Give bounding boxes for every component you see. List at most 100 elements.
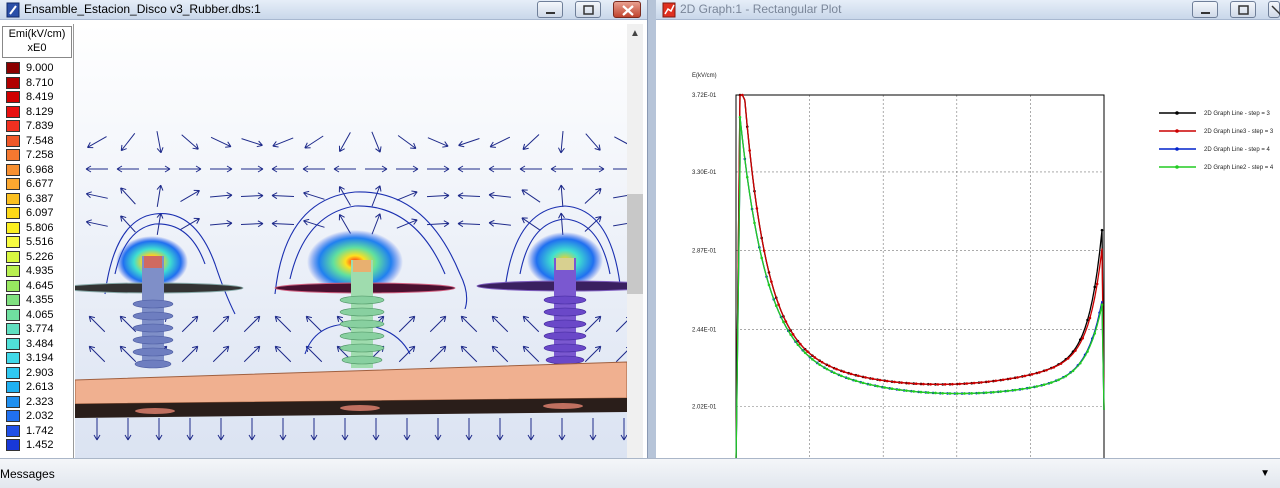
field-vector-arrow	[304, 135, 324, 149]
legend-marker	[1175, 165, 1179, 169]
y-tick-label: 2.87E-01	[692, 249, 717, 255]
close-button[interactable]	[613, 1, 641, 18]
dropdown-arrow-icon[interactable]: ▼	[1260, 468, 1270, 479]
legend-item: 5.226	[6, 250, 72, 265]
series-point	[1021, 387, 1024, 391]
series-point	[774, 304, 778, 308]
legend-item: 8.129	[6, 105, 72, 120]
field-vector-arrow	[305, 315, 323, 333]
legend-item: 3.194	[6, 351, 72, 366]
field-vector-arrow	[243, 345, 261, 363]
field-vector-arrow	[585, 133, 601, 151]
base-plate	[75, 361, 627, 418]
graph-icon	[662, 2, 676, 18]
legend-value: 8.129	[26, 105, 54, 118]
legend-series-label: 2D Graph Line - step = 4	[1204, 147, 1271, 153]
legend-item: 2.032	[6, 409, 72, 424]
series-point	[738, 115, 742, 119]
field-vector-arrow	[179, 165, 202, 173]
field-vector-arrow	[181, 315, 199, 333]
right-window-titlebar[interactable]: 2D Graph:1 - Rectangular Plot	[656, 0, 1280, 20]
series-point	[840, 374, 843, 378]
plot-grid	[736, 94, 1104, 458]
field-vector-arrow	[457, 165, 480, 173]
scrollbar-thumb[interactable]	[627, 194, 643, 294]
field-vector-arrow	[465, 418, 473, 441]
series-point	[869, 383, 872, 386]
series-point	[977, 391, 981, 395]
series-line	[735, 117, 1105, 458]
series-point	[1050, 381, 1053, 384]
field-vector-arrow	[124, 418, 132, 441]
graph-maximize-button[interactable]	[1230, 1, 1256, 18]
field-vector-arrow	[519, 165, 542, 173]
legend-item: 5.516	[6, 235, 72, 250]
legend-swatch	[6, 265, 20, 277]
scroll-up-arrow-icon[interactable]: ▲	[630, 28, 640, 39]
y-tick-label: 3.30E-01	[692, 170, 717, 176]
field-plot-window: Ensamble_Estacion_Disco v3_Rubber.dbs:1 …	[0, 0, 648, 458]
field-vector-arrow	[489, 136, 511, 148]
field-vector-arrow	[396, 218, 418, 229]
legend-value: 7.548	[26, 134, 54, 147]
legend-item: 8.710	[6, 76, 72, 91]
series-point	[999, 390, 1002, 393]
legend-value: 5.516	[26, 236, 54, 248]
legend-swatch	[6, 294, 20, 306]
series-point	[994, 379, 998, 383]
minimize-button[interactable]	[537, 1, 563, 18]
left-window-titlebar[interactable]: Ensamble_Estacion_Disco v3_Rubber.dbs:1	[0, 0, 647, 20]
field-vector-arrow	[119, 345, 137, 363]
legend-item: 2.323	[6, 395, 72, 410]
field-vector-arrow	[272, 137, 294, 148]
close-icon	[1271, 5, 1280, 16]
legend-series-label: 2D Graph Line - step = 3	[1204, 111, 1271, 117]
series-point	[1057, 378, 1060, 382]
maximize-button[interactable]	[575, 1, 601, 18]
legend-item: 6.677	[6, 177, 72, 192]
field-vector-arrow	[488, 191, 511, 199]
series-point	[1037, 371, 1041, 374]
field-vector-arrow	[85, 219, 108, 227]
color-legend: Emi(kV/cm) xE0 9.000 8.710 8.419 8.129 7.839…	[0, 24, 74, 458]
field-vector-arrow	[210, 136, 232, 148]
legend-header: Emi(kV/cm) xE0	[2, 26, 72, 58]
field-vector-arrow	[85, 191, 108, 199]
rectangular-plot[interactable]: E(kV/cm) 3.72E-01 3.30E-01 2.87E-01 2.44E-0…	[656, 20, 1280, 458]
series-point	[820, 360, 824, 364]
field-vector-arrow	[120, 187, 136, 205]
legend-item: 6.968	[6, 163, 72, 178]
series-point	[905, 389, 908, 392]
field-vector-arrow	[217, 418, 225, 441]
legend-swatch	[6, 439, 20, 451]
series-point	[871, 377, 875, 381]
field-vector-arrow	[85, 165, 108, 173]
field-vector-arrow	[274, 345, 292, 363]
series-point	[818, 363, 821, 366]
legend-item: 8.419	[6, 90, 72, 105]
series-point	[842, 370, 846, 374]
field-vector-arrow	[93, 418, 101, 441]
series-point	[963, 392, 966, 395]
field-vector-arrow	[274, 315, 292, 333]
messages-bar[interactable]: Messages ▼	[0, 458, 1280, 488]
field-vector-arrow	[186, 418, 194, 441]
graph-minimize-button[interactable]	[1192, 1, 1218, 18]
field-plot-canvas[interactable]	[75, 24, 627, 458]
legend-value: 8.710	[26, 76, 54, 89]
field-vector-arrow	[458, 138, 480, 148]
graph-close-button[interactable]	[1268, 1, 1280, 18]
series-point	[745, 175, 749, 179]
series-point	[1028, 386, 1031, 390]
field-vector-arrow	[396, 165, 419, 173]
legend-marker	[1175, 129, 1179, 133]
series-point	[1081, 336, 1084, 340]
series-line	[735, 117, 1105, 458]
insulator-right	[476, 258, 627, 366]
field-vector-arrow	[398, 345, 416, 363]
legend-value: 4.645	[26, 279, 54, 292]
series-point	[885, 379, 889, 383]
legend-value: 1.452	[26, 439, 54, 451]
field-vector-arrow	[148, 165, 171, 173]
vertical-scrollbar[interactable]: ▲	[627, 24, 643, 458]
